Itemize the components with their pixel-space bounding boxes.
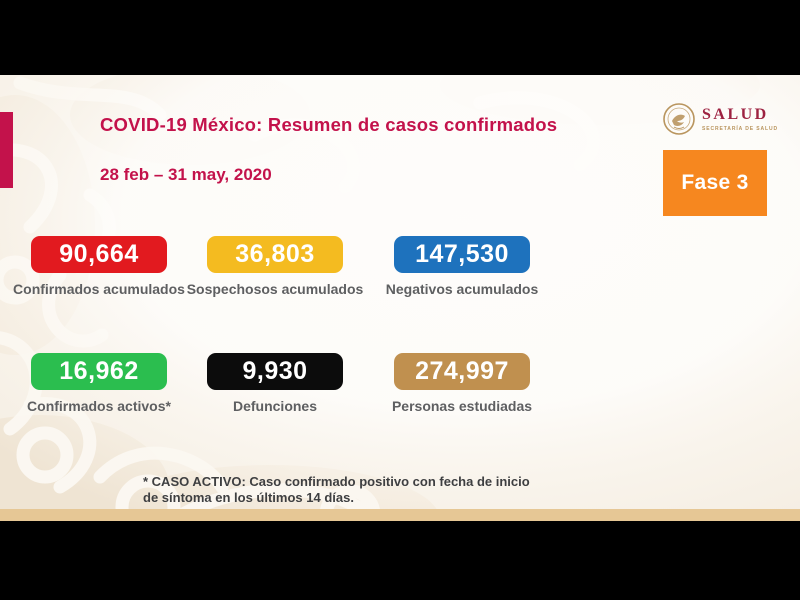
stat-value: 274,997 (415, 357, 509, 385)
phase-badge-label: Fase 3 (681, 171, 749, 194)
stat-value: 36,803 (235, 240, 315, 268)
salud-seal-icon (663, 103, 695, 135)
stat-card-confirmados-activos: 16,962 Confirmados activos* (27, 353, 171, 415)
stat-card-personas-estudiadas: 274,997 Personas estudiadas (392, 353, 532, 415)
stat-value-pill: 16,962 (31, 353, 167, 390)
greca-pattern (0, 75, 800, 521)
salud-logo-subtitle: SECRETARÍA DE SALUD (702, 126, 778, 132)
stat-card-negativos-acumulados: 147,530 Negativos acumulados (386, 236, 538, 298)
stat-value: 16,962 (59, 357, 139, 385)
stat-label: Confirmados activos* (27, 398, 171, 414)
salud-logo-name: SALUD (702, 106, 769, 123)
stat-label: Defunciones (232, 398, 317, 414)
stat-value-pill: 274,997 (394, 353, 530, 390)
bottom-accent-strip (0, 509, 800, 521)
stat-value: 90,664 (59, 240, 139, 268)
salud-logo-text: SALUD SECRETARÍA DE SALUD (702, 99, 778, 133)
footnote-line-1: * CASO ACTIVO: Caso confirmado positivo … (143, 474, 530, 489)
stat-value-pill: 9,930 (207, 353, 343, 390)
stat-card-sospechosos-acumulados: 36,803 Sospechosos acumulados (187, 236, 363, 298)
covid-summary-slide: COVID-19 México: Resumen de casos confir… (0, 75, 800, 521)
page-title: COVID-19 México: Resumen de casos confir… (100, 114, 558, 135)
stat-label: Confirmados acumulados (13, 281, 185, 297)
stat-label: Personas estudiadas (391, 398, 533, 414)
stat-value-pill: 36,803 (207, 236, 343, 273)
footnote-line-2: de síntoma en los últimos 14 días. (143, 490, 354, 505)
active-case-footnote: * CASO ACTIVO: Caso confirmado positivo … (143, 474, 530, 506)
stat-value: 147,530 (415, 240, 509, 268)
stat-card-defunciones: 9,930 Defunciones (207, 353, 343, 415)
stat-value: 9,930 (242, 357, 308, 385)
date-range: 28 feb – 31 may, 2020 (100, 165, 272, 184)
stat-label: Negativos acumulados (385, 281, 539, 297)
salud-logo: SALUD SECRETARÍA DE SALUD (662, 99, 778, 137)
stat-value-pill: 147,530 (394, 236, 530, 273)
phase-badge: Fase 3 (663, 150, 767, 216)
stat-card-confirmados-acumulados: 90,664 Confirmados acumulados (13, 236, 185, 298)
stat-label: Sospechosos acumulados (186, 281, 364, 297)
stat-value-pill: 90,664 (31, 236, 167, 273)
accent-stripe (0, 112, 13, 188)
